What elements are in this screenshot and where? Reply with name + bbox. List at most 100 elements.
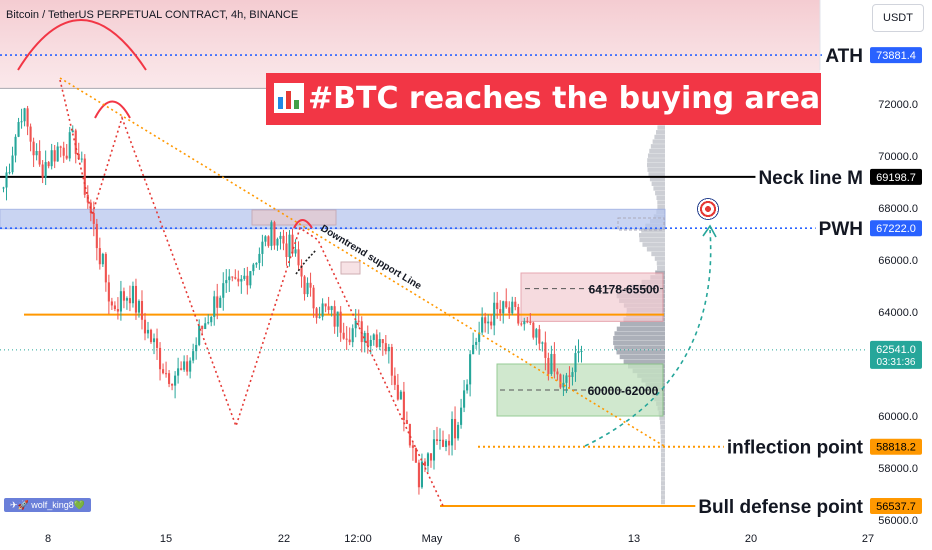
candle-body [565, 375, 568, 383]
bull-defense-label: Bull defense point [698, 497, 863, 518]
candle-body [80, 158, 83, 160]
candle-body [396, 384, 399, 400]
candle-body [297, 249, 300, 266]
candle-body [390, 347, 393, 376]
candle-body [261, 241, 264, 254]
x-tick-label: 22 [278, 533, 290, 545]
volume-profile-bar [616, 326, 665, 332]
candle-body [288, 234, 291, 258]
candle-body [309, 282, 312, 288]
projection-arrowhead [702, 224, 717, 238]
volume-profile-bar [641, 228, 665, 233]
supply-zone [520, 272, 664, 322]
candle-body [363, 332, 366, 343]
candle-body [192, 351, 195, 361]
candle-body [532, 322, 535, 338]
volume-profile-bar [660, 424, 665, 430]
candle-body [71, 130, 74, 133]
candle-body [155, 338, 159, 348]
candle-body [496, 302, 499, 310]
candle-body [2, 187, 5, 189]
candle-body [267, 236, 270, 246]
candle-body [300, 265, 303, 277]
candle-body [140, 301, 144, 320]
ath-label: ATH [825, 46, 863, 67]
candle-body [529, 321, 532, 323]
candle-body [478, 332, 481, 342]
candle-body [165, 373, 168, 375]
candle-body [219, 297, 222, 308]
x-tick-label: 15 [160, 533, 172, 545]
volume-profile-bar [647, 158, 665, 163]
candle-body [195, 344, 198, 352]
candle-body [119, 291, 122, 312]
volume-profile-bar [639, 237, 665, 243]
candle-body [125, 298, 128, 301]
volume-profile-bar [657, 204, 665, 210]
volume-profile-bar [660, 490, 665, 495]
current-price-value: 62541.0 [876, 344, 916, 356]
volume-profile-bar [652, 139, 665, 144]
price-axis[interactable] [866, 0, 932, 550]
candle-body [98, 248, 101, 265]
inflection-label-bg [723, 435, 867, 458]
candle-body [137, 301, 141, 313]
candle-body [571, 372, 574, 377]
candle-body [198, 325, 201, 345]
candle-body [255, 262, 258, 265]
candle-body [8, 172, 11, 174]
candle-body [393, 375, 396, 385]
volume-profile-bar [614, 345, 665, 350]
candle-body [357, 320, 360, 322]
volume-profile-bar [660, 453, 665, 458]
candle-body [110, 301, 113, 306]
volume-profile-bar [647, 162, 665, 168]
candle-body [333, 306, 336, 327]
volume-profile-bar [654, 134, 665, 140]
candle-body [77, 153, 80, 159]
y-tick-label: 56000.0 [878, 515, 918, 527]
volume-profile-bar [653, 186, 665, 191]
candle-body [405, 420, 408, 424]
candle-body [47, 162, 50, 167]
volume-profile-bar [657, 200, 665, 205]
candle-body [279, 235, 282, 239]
candle-body [505, 301, 508, 308]
candle-body [162, 369, 165, 374]
candle-body [74, 130, 77, 154]
candle-body [481, 317, 484, 333]
candle-body [152, 338, 156, 343]
volume-profile-bar [642, 242, 665, 247]
candle-body [327, 306, 330, 311]
volume-profile-bar [660, 462, 665, 467]
ath-price-tag [870, 47, 922, 64]
candle-body [387, 347, 390, 352]
candle-body [463, 390, 466, 408]
candle-body [484, 317, 487, 324]
candle-body [502, 301, 505, 314]
volume-profile-bar [660, 429, 665, 434]
candle-body [213, 296, 216, 317]
candle-body [318, 316, 321, 318]
candle-body [65, 155, 68, 159]
candle-body [183, 361, 186, 370]
top-arc-right [94, 100, 131, 119]
candle-body [207, 322, 210, 324]
candle-body [511, 301, 514, 314]
candle-body [291, 234, 294, 254]
candle-body [562, 382, 565, 388]
candle-body [321, 303, 324, 317]
currency-button[interactable]: USDT [872, 4, 924, 32]
candle-body [237, 278, 240, 282]
candle-body [240, 278, 243, 282]
zigzag-pattern [59, 79, 445, 509]
trend-marker [295, 249, 317, 275]
candle-body [559, 374, 562, 388]
symbol-title[interactable]: Bitcoin / TetherUS PERPETUAL CONTRACT, 4… [6, 9, 299, 21]
candle-body [29, 126, 32, 142]
bull-defense-label-bg [695, 495, 867, 518]
x-tick-label: 20 [745, 533, 757, 545]
candle-body [574, 353, 577, 373]
